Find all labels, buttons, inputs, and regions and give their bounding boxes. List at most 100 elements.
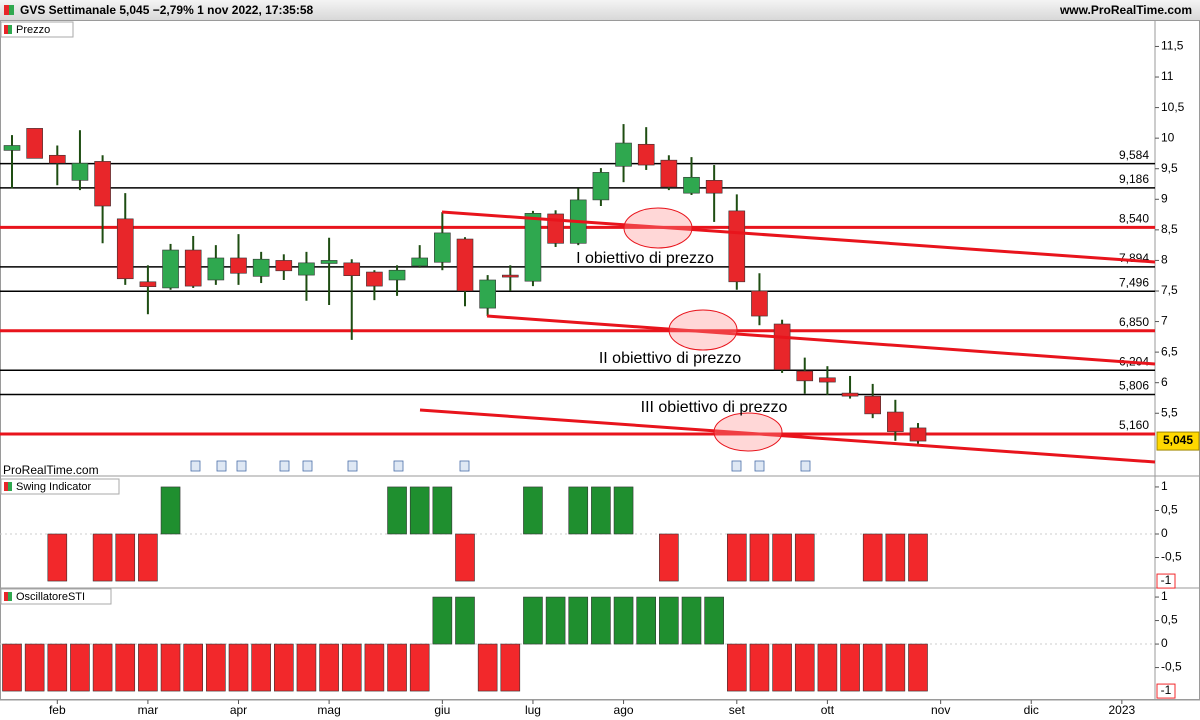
bar — [409, 643, 430, 692]
x-tick-label: mar — [138, 703, 159, 717]
bar — [613, 596, 634, 645]
bar — [681, 596, 702, 645]
panel-icon — [4, 592, 8, 601]
y-tick-label: 11,5 — [1161, 39, 1184, 53]
bar — [636, 596, 657, 645]
bar — [115, 643, 136, 692]
bar — [862, 533, 883, 582]
candle-body — [230, 257, 247, 274]
header-title: GVS Settimanale 5,045 −2,79% 1 nov 2022,… — [20, 3, 314, 17]
y-tick-label: 10,5 — [1161, 100, 1185, 114]
y-tick-label: 6,5 — [1161, 344, 1178, 358]
bar — [794, 533, 815, 582]
x-tick-label: giu — [434, 703, 450, 717]
candle-body — [683, 176, 700, 194]
panel-icon — [8, 592, 12, 601]
bar — [749, 643, 770, 692]
y-tick-label: 6 — [1161, 375, 1168, 389]
candle-body — [456, 238, 474, 292]
y-tick-label: 8,5 — [1161, 222, 1178, 236]
bar — [523, 596, 543, 645]
bar — [24, 643, 45, 692]
panel-title: Prezzo — [16, 24, 50, 36]
bar — [115, 533, 136, 582]
bar — [206, 643, 226, 692]
candle-body — [501, 274, 519, 278]
watermark: ProRealTime.com — [3, 463, 99, 477]
marks: 5,566,577,588,599,51010,51111,59,5849,18… — [0, 39, 1200, 717]
candle-body — [252, 258, 270, 277]
bar — [726, 643, 747, 692]
x-tick-label: set — [729, 703, 746, 717]
y-tick-label: -0,5 — [1161, 550, 1182, 564]
level-label: 6,850 — [1119, 315, 1149, 329]
candle-body — [887, 411, 904, 432]
bar — [908, 533, 928, 582]
candle-body — [116, 218, 134, 280]
level-label: 7,496 — [1119, 275, 1149, 289]
candle-body — [207, 257, 225, 281]
bar — [794, 643, 815, 692]
annotation: I obiettivo di prezzo — [576, 250, 714, 267]
bar — [92, 643, 113, 692]
y-tick-label: 1 — [1161, 589, 1168, 603]
bar — [228, 643, 249, 692]
panel-title: OscillatoreSTI — [16, 591, 85, 603]
y-tick-label: 0,5 — [1161, 613, 1178, 627]
x-tick-label: apr — [230, 703, 247, 717]
bar — [160, 486, 181, 535]
news-icon — [393, 460, 404, 472]
candle-body — [524, 213, 542, 282]
bar — [47, 643, 68, 692]
bar — [70, 643, 90, 692]
candle-body — [615, 142, 632, 167]
bar — [138, 643, 158, 692]
header-bar — [0, 0, 1200, 20]
bar — [591, 596, 611, 645]
y-tick-label: 7,5 — [1161, 283, 1178, 297]
news-icon — [347, 460, 358, 472]
news-icon — [800, 460, 811, 472]
candle-body — [841, 392, 859, 397]
level-label: 7,894 — [1119, 251, 1149, 265]
candle-body — [139, 281, 157, 288]
last-price-label: 5,045 — [1163, 433, 1193, 447]
bar — [92, 533, 113, 582]
bar — [432, 486, 453, 535]
level-label: 9,584 — [1119, 148, 1149, 162]
candle-body — [637, 143, 655, 166]
y-tick-label: 7 — [1161, 314, 1168, 328]
y-tick-label: 5,5 — [1161, 405, 1178, 419]
candle-body — [434, 232, 451, 263]
candle-body — [162, 249, 179, 289]
bar — [591, 486, 611, 535]
last-value-label: -1 — [1161, 573, 1172, 587]
y-tick-label: -0,5 — [1161, 660, 1182, 674]
target-ellipse — [623, 207, 693, 249]
candle-body — [751, 290, 768, 317]
y-tick-label: 0,5 — [1161, 503, 1178, 517]
bar — [908, 643, 928, 692]
bar — [432, 596, 453, 645]
news-icon — [731, 460, 742, 472]
y-tick-label: 9,5 — [1161, 161, 1178, 175]
bar — [387, 643, 407, 692]
x-tick-label: lug — [525, 703, 541, 717]
trend-line — [486, 314, 1156, 366]
panel-icon — [8, 482, 12, 491]
header-site: www.ProRealTime.com — [1059, 3, 1192, 17]
bar — [659, 533, 679, 582]
trend-line — [441, 210, 1156, 264]
bar — [704, 596, 724, 645]
candle-body — [388, 269, 406, 281]
panel-title: Swing Indicator — [16, 481, 92, 493]
bar — [341, 643, 362, 692]
x-tick-label: ago — [614, 703, 634, 717]
level-label: 9,186 — [1119, 172, 1149, 186]
x-tick-label: feb — [49, 703, 66, 717]
bar — [2, 643, 22, 692]
candle-body — [796, 370, 814, 382]
bar — [251, 643, 271, 692]
news-icon — [302, 460, 313, 472]
